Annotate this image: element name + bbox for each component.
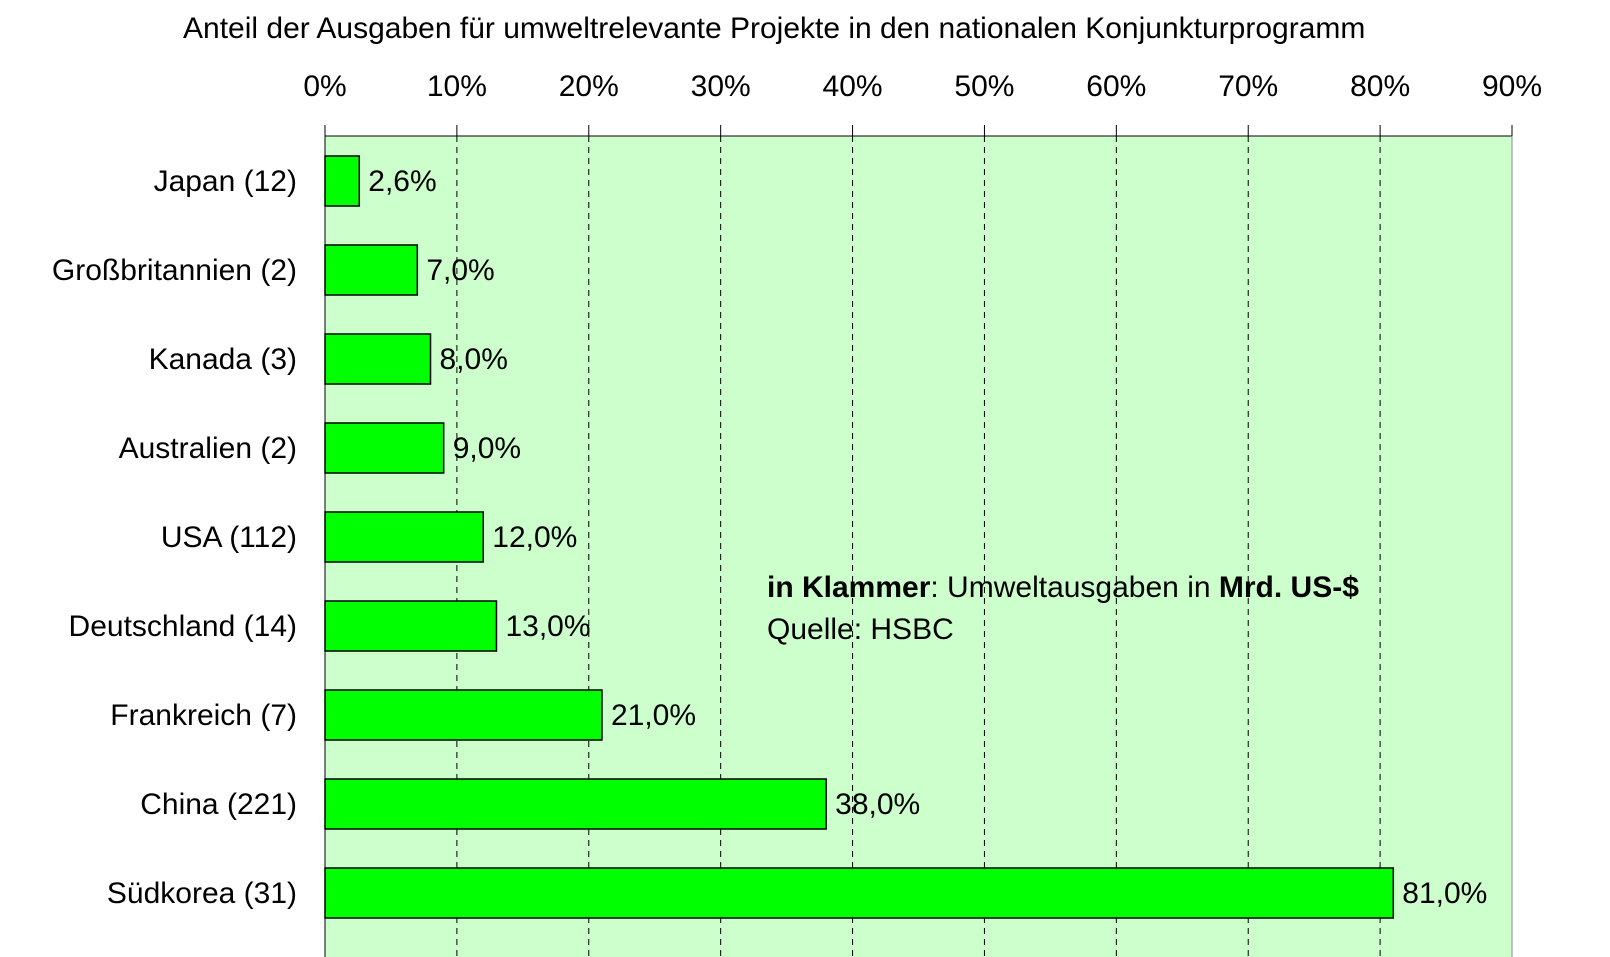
x-tick-label: 70% xyxy=(1218,70,1278,103)
y-tick-label: Australien (2) xyxy=(119,432,297,465)
data-label: 13,0% xyxy=(505,610,590,643)
annotation-part: Mrd. US-$ xyxy=(1219,571,1359,604)
x-tick-label: 20% xyxy=(559,70,619,103)
y-tick-label: Frankreich (7) xyxy=(110,699,297,732)
bar xyxy=(324,600,498,652)
bar xyxy=(324,155,361,207)
y-tick-label: China (221) xyxy=(140,788,297,821)
data-label: 81,0% xyxy=(1402,877,1487,910)
y-tick-label: USA (112) xyxy=(161,521,297,554)
x-tick-label: 0% xyxy=(303,70,346,103)
annotation: in Klammer: Umweltausgaben in Mrd. US-$ xyxy=(767,571,1359,604)
annotation-part: in Klammer xyxy=(767,571,931,604)
data-label: 21,0% xyxy=(611,699,696,732)
y-tick-label: Deutschland (14) xyxy=(69,610,297,643)
data-label: 2,6% xyxy=(368,165,436,198)
bar xyxy=(324,244,419,296)
x-tick-label: 80% xyxy=(1350,70,1410,103)
bar xyxy=(324,867,1395,919)
bar xyxy=(324,778,827,830)
annotation: Quelle: HSBC xyxy=(767,613,954,646)
data-label: 38,0% xyxy=(835,788,920,821)
y-tick-label: Südkorea (31) xyxy=(107,877,297,910)
bar xyxy=(324,422,445,474)
x-tick-label: 50% xyxy=(954,70,1014,103)
y-tick-label: Japan (12) xyxy=(154,165,297,198)
data-label: 12,0% xyxy=(492,521,577,554)
bar xyxy=(324,511,485,563)
x-tick-label: 10% xyxy=(427,70,487,103)
y-tick-label: Großbritannien (2) xyxy=(52,254,297,287)
data-label: 7,0% xyxy=(426,254,494,287)
data-label: 8,0% xyxy=(440,343,508,376)
y-tick-label: Kanada (3) xyxy=(149,343,297,376)
data-label: 9,0% xyxy=(453,432,521,465)
chart-title: Anteil der Ausgaben für umweltrelevante … xyxy=(183,12,1365,45)
x-tick-label: 90% xyxy=(1482,70,1542,103)
x-tick-label: 60% xyxy=(1086,70,1146,103)
x-tick-label: 40% xyxy=(823,70,883,103)
bar xyxy=(324,333,432,385)
annotation-part: : Umweltausgaben in xyxy=(930,571,1219,604)
bar xyxy=(324,689,603,741)
x-tick-label: 30% xyxy=(691,70,751,103)
